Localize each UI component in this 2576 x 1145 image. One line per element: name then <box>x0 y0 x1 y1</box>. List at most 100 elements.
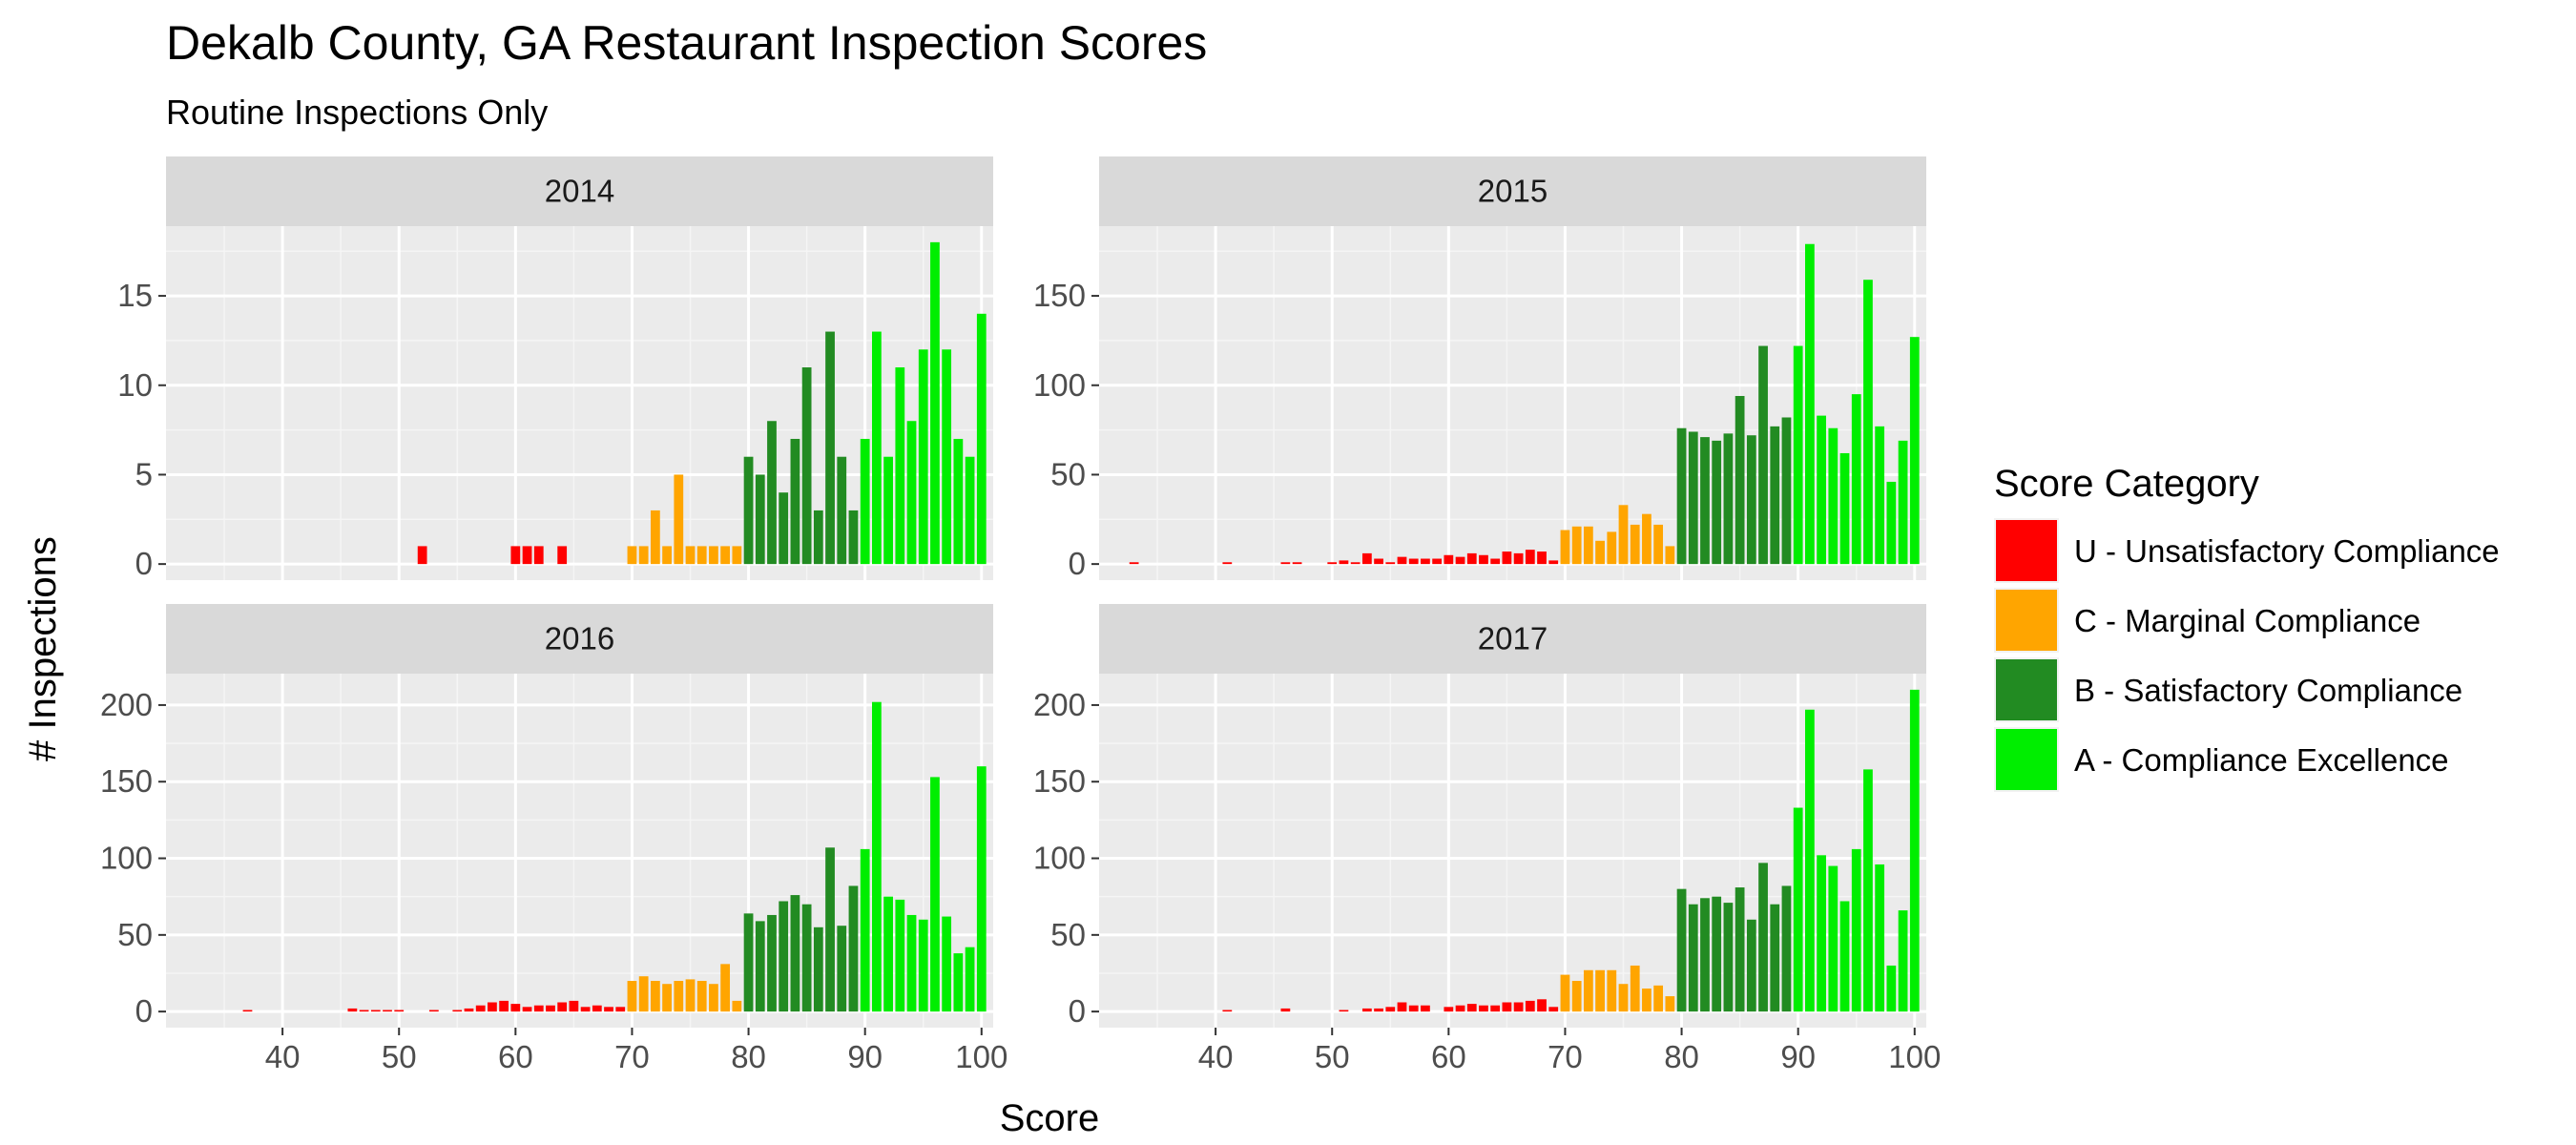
bar <box>1595 540 1605 565</box>
bar <box>1828 865 1839 1012</box>
bar <box>1758 345 1768 565</box>
bar <box>1688 431 1698 565</box>
bar <box>743 913 754 1012</box>
bar <box>1770 904 1780 1012</box>
bar <box>1280 562 1291 565</box>
bar <box>942 349 952 565</box>
bar <box>475 1005 486 1012</box>
bar <box>848 510 859 565</box>
bar <box>1583 526 1593 565</box>
bar <box>1805 709 1815 1012</box>
y-tick-label: 200 <box>1033 687 1086 722</box>
y-tick-label: 100 <box>100 841 153 876</box>
bar <box>1618 505 1629 565</box>
facet-strip-label: 2016 <box>545 621 614 656</box>
legend: Score Category U - Unsatisfactory Compli… <box>1994 463 2500 792</box>
bar <box>837 456 847 565</box>
bar <box>1886 965 1897 1012</box>
bar <box>1665 996 1675 1012</box>
bar <box>1222 562 1233 565</box>
y-tick-label: 50 <box>1050 456 1086 491</box>
bar <box>767 421 777 565</box>
bar <box>1571 526 1582 565</box>
bar <box>825 331 835 565</box>
bar <box>685 979 696 1012</box>
bar <box>428 1010 439 1012</box>
bar <box>1583 969 1593 1012</box>
bar <box>1676 888 1687 1012</box>
facet-strip <box>1099 604 1926 674</box>
bar <box>1817 855 1826 1012</box>
legend-title: Score Category <box>1994 463 2259 505</box>
bar <box>1502 552 1512 565</box>
x-tick-label: 60 <box>1431 1039 1466 1074</box>
bar <box>627 546 637 565</box>
bar <box>1607 531 1617 565</box>
bar <box>860 848 870 1012</box>
bar <box>1863 769 1873 1012</box>
bar <box>801 904 812 1012</box>
bar <box>242 1010 253 1012</box>
bar <box>1129 562 1139 565</box>
bar <box>1735 396 1745 565</box>
y-axis-title: # Inspections <box>22 536 64 761</box>
bar <box>1361 1008 1372 1012</box>
bar <box>1839 452 1850 565</box>
x-tick-label: 50 <box>1315 1039 1350 1074</box>
bar <box>1886 481 1897 565</box>
bar <box>510 1004 521 1012</box>
x-tick-label: 80 <box>731 1039 766 1074</box>
bar <box>1642 989 1652 1012</box>
bar <box>1513 552 1524 565</box>
bar <box>488 1002 497 1012</box>
bar <box>1385 1007 1396 1012</box>
bar <box>767 914 777 1012</box>
bar <box>743 456 754 565</box>
x-tick-label: 100 <box>955 1039 1008 1074</box>
facet-panel-2014: 2014 0 5 10 15 <box>117 156 993 581</box>
bar <box>533 1005 544 1012</box>
bar <box>1560 974 1570 1012</box>
bar <box>1817 415 1826 565</box>
bar <box>1746 919 1756 1012</box>
bar <box>417 546 427 565</box>
bar <box>674 474 684 565</box>
bar <box>976 766 987 1012</box>
bar <box>1444 554 1454 565</box>
bar <box>1700 437 1710 565</box>
bar <box>557 1002 568 1012</box>
bar <box>1502 1002 1512 1012</box>
bar <box>755 474 765 565</box>
bar <box>930 777 940 1012</box>
bar <box>627 981 637 1012</box>
facet-strip-label: 2014 <box>545 174 614 209</box>
bar <box>685 546 696 565</box>
bar <box>965 947 975 1012</box>
bar <box>953 953 964 1012</box>
bar <box>837 926 847 1012</box>
facet-panel-2016: 2016 0 50 100 150 200 40 50 60 70 80 90 100 <box>100 604 1008 1074</box>
bar <box>1851 394 1861 565</box>
bar <box>1548 1007 1559 1012</box>
bar <box>674 981 684 1012</box>
legend-swatch <box>1996 520 2057 581</box>
bar <box>1479 554 1488 565</box>
bar <box>1805 243 1815 565</box>
bar <box>1292 562 1302 565</box>
bar <box>1653 524 1664 565</box>
bar <box>1339 1010 1349 1012</box>
bar <box>1432 558 1443 565</box>
bar <box>1537 999 1547 1012</box>
facet-strip <box>166 156 993 226</box>
bar <box>883 456 893 565</box>
y-tick-label: 50 <box>1050 917 1086 952</box>
bar <box>1851 848 1861 1012</box>
bar <box>1723 903 1734 1012</box>
bar <box>848 885 859 1012</box>
bar <box>1781 417 1792 565</box>
chart-subtitle: Routine Inspections Only <box>166 93 548 132</box>
y-tick-label: 0 <box>1069 993 1086 1029</box>
bar <box>779 901 789 1012</box>
bar <box>662 984 672 1012</box>
legend-swatch <box>1996 729 2057 790</box>
